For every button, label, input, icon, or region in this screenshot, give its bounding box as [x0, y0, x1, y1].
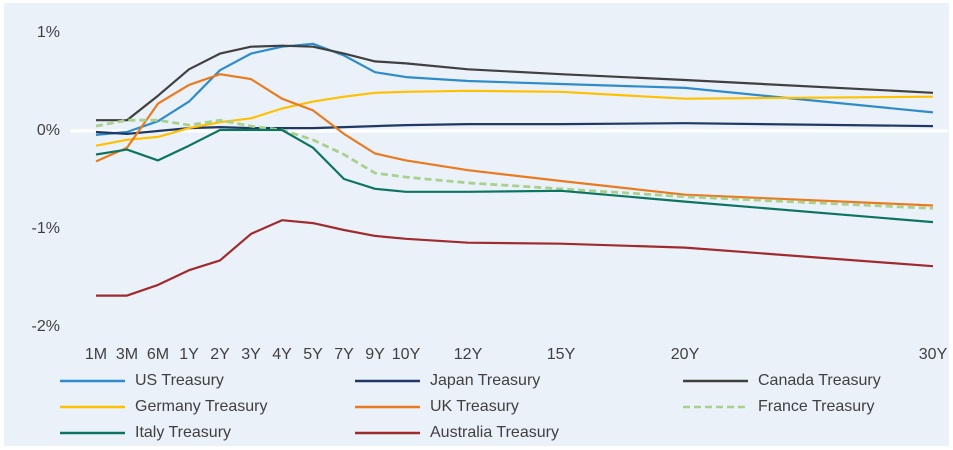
x-tick-label: 3M	[116, 346, 138, 363]
legend-label: France Treasury	[758, 398, 874, 415]
y-tick-label: 1%	[37, 24, 60, 41]
series-line	[95, 118, 934, 210]
series-line	[95, 128, 934, 224]
x-tick-label: 7Y	[334, 346, 354, 363]
x-tick-label: 15Y	[547, 346, 576, 363]
x-tick-label: 10Y	[392, 346, 421, 363]
chart-background	[4, 3, 949, 446]
x-tick-label: 9Y	[365, 346, 385, 363]
x-tick-label: 4Y	[272, 346, 292, 363]
x-tick-label: 12Y	[454, 346, 483, 363]
legend-label: Australia Treasury	[430, 424, 559, 441]
series-line	[95, 89, 934, 147]
x-tick-label: 30Y	[919, 346, 948, 363]
x-tick-label: 6M	[147, 346, 169, 363]
series-line	[95, 122, 934, 135]
series-line	[95, 73, 934, 207]
legend-label: Canada Treasury	[758, 372, 881, 389]
series-line	[96, 219, 934, 297]
legend-label: Japan Treasury	[430, 372, 540, 389]
legend-label: Germany Treasury	[135, 398, 267, 415]
y-tick-label: -1%	[32, 220, 60, 237]
x-tick-label: 1Y	[179, 346, 199, 363]
series-line	[95, 42, 934, 136]
x-tick-label: 1M	[85, 346, 107, 363]
series-line	[96, 44, 934, 122]
x-tick-label: 3Y	[241, 346, 261, 363]
legend-label: Italy Treasury	[135, 424, 231, 441]
x-tick-label: 20Y	[671, 346, 700, 363]
legend-label: US Treasury	[135, 372, 224, 389]
x-tick-label: 5Y	[303, 346, 323, 363]
x-tick-label: 2Y	[210, 346, 230, 363]
y-tick-label: -2%	[32, 318, 60, 335]
legend-label: UK Treasury	[430, 398, 519, 415]
y-tick-label: 0%	[37, 122, 60, 139]
